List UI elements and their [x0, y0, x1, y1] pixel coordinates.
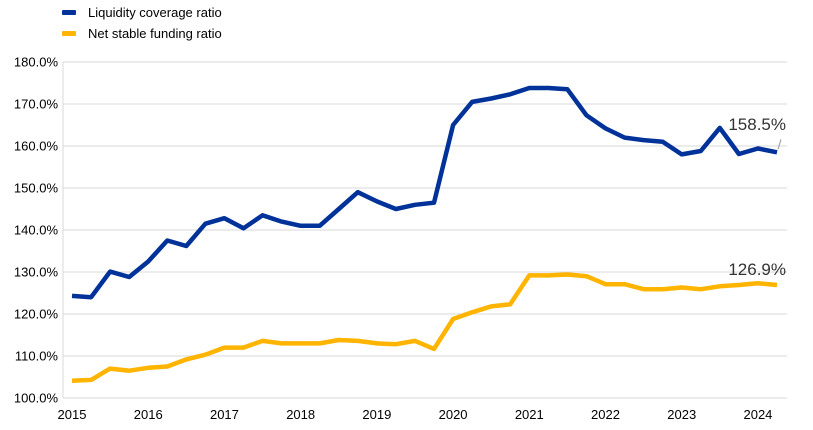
x-tick-label-1: 2016	[134, 407, 163, 422]
x-tick-label-6: 2021	[515, 407, 544, 422]
x-tick-label-8: 2023	[667, 407, 696, 422]
series-line-0	[71, 85, 778, 300]
x-tick-label-9: 2024	[743, 407, 772, 422]
y-tick-label-5: 150.0%	[14, 181, 59, 196]
end-label-lcr: 158.5%	[728, 115, 786, 134]
x-tick-label-3: 2018	[286, 407, 315, 422]
y-tick-label-0: 100.0%	[14, 391, 59, 406]
legend-swatch-nsfr	[62, 31, 76, 36]
legend-item-lcr: Liquidity coverage ratio	[62, 2, 222, 23]
legend: Liquidity coverage ratio Net stable fund…	[62, 2, 222, 44]
legend-item-nsfr: Net stable funding ratio	[62, 23, 222, 44]
end-label-nsfr: 126.9%	[728, 260, 786, 279]
x-tick-label-5: 2020	[439, 407, 468, 422]
legend-swatch-lcr	[62, 10, 76, 15]
y-tick-label-2: 120.0%	[14, 307, 59, 322]
y-tick-label-6: 160.0%	[14, 139, 59, 154]
y-tick-label-3: 130.0%	[14, 265, 59, 280]
series-line-1	[71, 272, 778, 384]
x-tick-label-2: 2017	[210, 407, 239, 422]
y-tick-label-7: 170.0%	[14, 97, 59, 112]
y-tick-label-1: 110.0%	[15, 349, 59, 364]
x-tick-label-7: 2022	[591, 407, 620, 422]
legend-label-lcr: Liquidity coverage ratio	[88, 5, 222, 20]
x-tick-label-0: 2015	[58, 407, 87, 422]
legend-label-nsfr: Net stable funding ratio	[88, 26, 222, 41]
y-tick-label-8: 180.0%	[14, 55, 59, 70]
end-label-leader-lcr	[777, 139, 782, 150]
x-tick-label-4: 2019	[362, 407, 391, 422]
y-tick-label-4: 140.0%	[14, 223, 59, 238]
